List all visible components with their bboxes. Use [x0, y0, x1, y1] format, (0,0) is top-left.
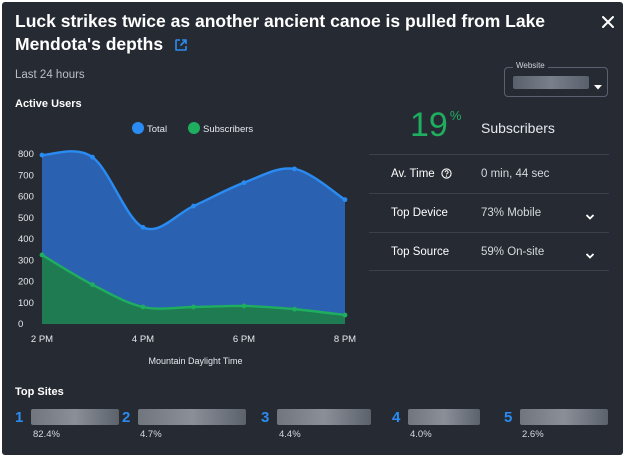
close-icon [602, 16, 614, 28]
point-total [191, 203, 196, 209]
x-tick-label: 2 PM [31, 334, 53, 345]
legend-label-total: Total [147, 124, 167, 135]
stat-row-top-source[interactable]: Top Source 59% On-site [369, 232, 609, 271]
y-tick-label: 800 [18, 149, 34, 160]
site-share: 4.4% [279, 429, 301, 440]
site-rank: 1 [15, 409, 24, 426]
website-select-label: Website [513, 61, 548, 70]
website-select[interactable]: Website [504, 61, 608, 97]
y-tick-label: 700 [18, 170, 34, 181]
point-total [241, 180, 247, 186]
top-sites-heading: Top Sites [15, 386, 64, 398]
point-subscribers [191, 304, 196, 310]
y-tick-label: 500 [18, 213, 34, 224]
stat-key: Av. Time [391, 168, 452, 180]
y-tick-label: 100 [18, 298, 34, 309]
point-subscribers [342, 312, 348, 318]
point-subscribers [292, 306, 297, 312]
stat-key: Top Device [391, 207, 448, 219]
point-total [140, 224, 146, 230]
stat-value: 0 min, 44 sec [481, 168, 550, 180]
site-name-redacted [277, 409, 371, 425]
point-subscribers [90, 282, 95, 288]
site-share: 2.6% [522, 429, 544, 440]
site-share: 82.4% [33, 429, 60, 440]
point-total [342, 197, 348, 203]
chevron-down-icon[interactable] [585, 208, 595, 226]
caret-down-icon [593, 78, 603, 96]
point-subscribers [241, 303, 247, 309]
time-range-label: Last 24 hours [15, 69, 85, 81]
y-tick-label: 600 [18, 192, 34, 203]
point-subscribers [140, 304, 146, 310]
stat-row-avg-time: Av. Time 0 min, 44 sec [369, 154, 609, 193]
site-name-redacted [408, 409, 480, 425]
stat-key: Top Source [391, 246, 450, 258]
site-rank: 5 [504, 409, 513, 426]
point-total [39, 152, 45, 158]
article-title: Luck strikes twice as another ancient ca… [15, 11, 546, 54]
site-name-redacted [31, 409, 119, 425]
site-rank: 3 [261, 409, 270, 426]
close-button[interactable] [600, 14, 616, 30]
point-subscribers [39, 252, 45, 258]
page-title: Luck strikes twice as another ancient ca… [15, 10, 585, 58]
area-subscribers [42, 254, 345, 324]
site-share: 4.0% [410, 429, 432, 440]
percent-symbol: % [449, 108, 462, 123]
legend-swatch-total [132, 122, 144, 134]
stat-value: 73% Mobile [481, 207, 542, 219]
site-rank: 2 [122, 409, 131, 426]
subscriber-pct-value: 19 [410, 106, 448, 144]
site-name-redacted [138, 409, 246, 425]
y-tick-label: 400 [18, 234, 34, 245]
active-users-chart: Total Subscribers 0 100 200 300 400 500 600 700 80… [18, 122, 356, 366]
stat-value: 59% On-site [481, 246, 545, 258]
help-circle-icon[interactable] [441, 168, 452, 179]
legend-label-subscribers: Subscribers [203, 124, 253, 135]
x-tick-label: 4 PM [132, 334, 154, 345]
x-tick-label: 6 PM [233, 334, 255, 345]
site-rank: 4 [392, 409, 401, 426]
stat-row-top-device[interactable]: Top Device 73% Mobile [369, 193, 609, 232]
stat-key-text: Av. Time [391, 168, 435, 180]
x-tick-label: 8 PM [334, 334, 356, 345]
subscriber-pct-label: Subscribers [481, 120, 555, 136]
point-total [292, 166, 297, 172]
external-link-icon[interactable] [174, 35, 188, 58]
y-tick-label: 200 [18, 277, 34, 288]
chevron-down-icon[interactable] [585, 247, 595, 265]
point-total [90, 154, 95, 160]
website-select-value-redacted [513, 76, 589, 89]
legend-swatch-subscribers [188, 122, 200, 134]
active-users-heading: Active Users [15, 98, 82, 110]
subscriber-percentage: 19% [410, 106, 461, 145]
site-name-redacted [520, 409, 608, 425]
y-tick-label: 0 [18, 319, 23, 330]
y-tick-label: 300 [18, 255, 34, 266]
x-axis-label: Mountain Daylight Time [148, 356, 242, 366]
site-share: 4.7% [140, 429, 162, 440]
